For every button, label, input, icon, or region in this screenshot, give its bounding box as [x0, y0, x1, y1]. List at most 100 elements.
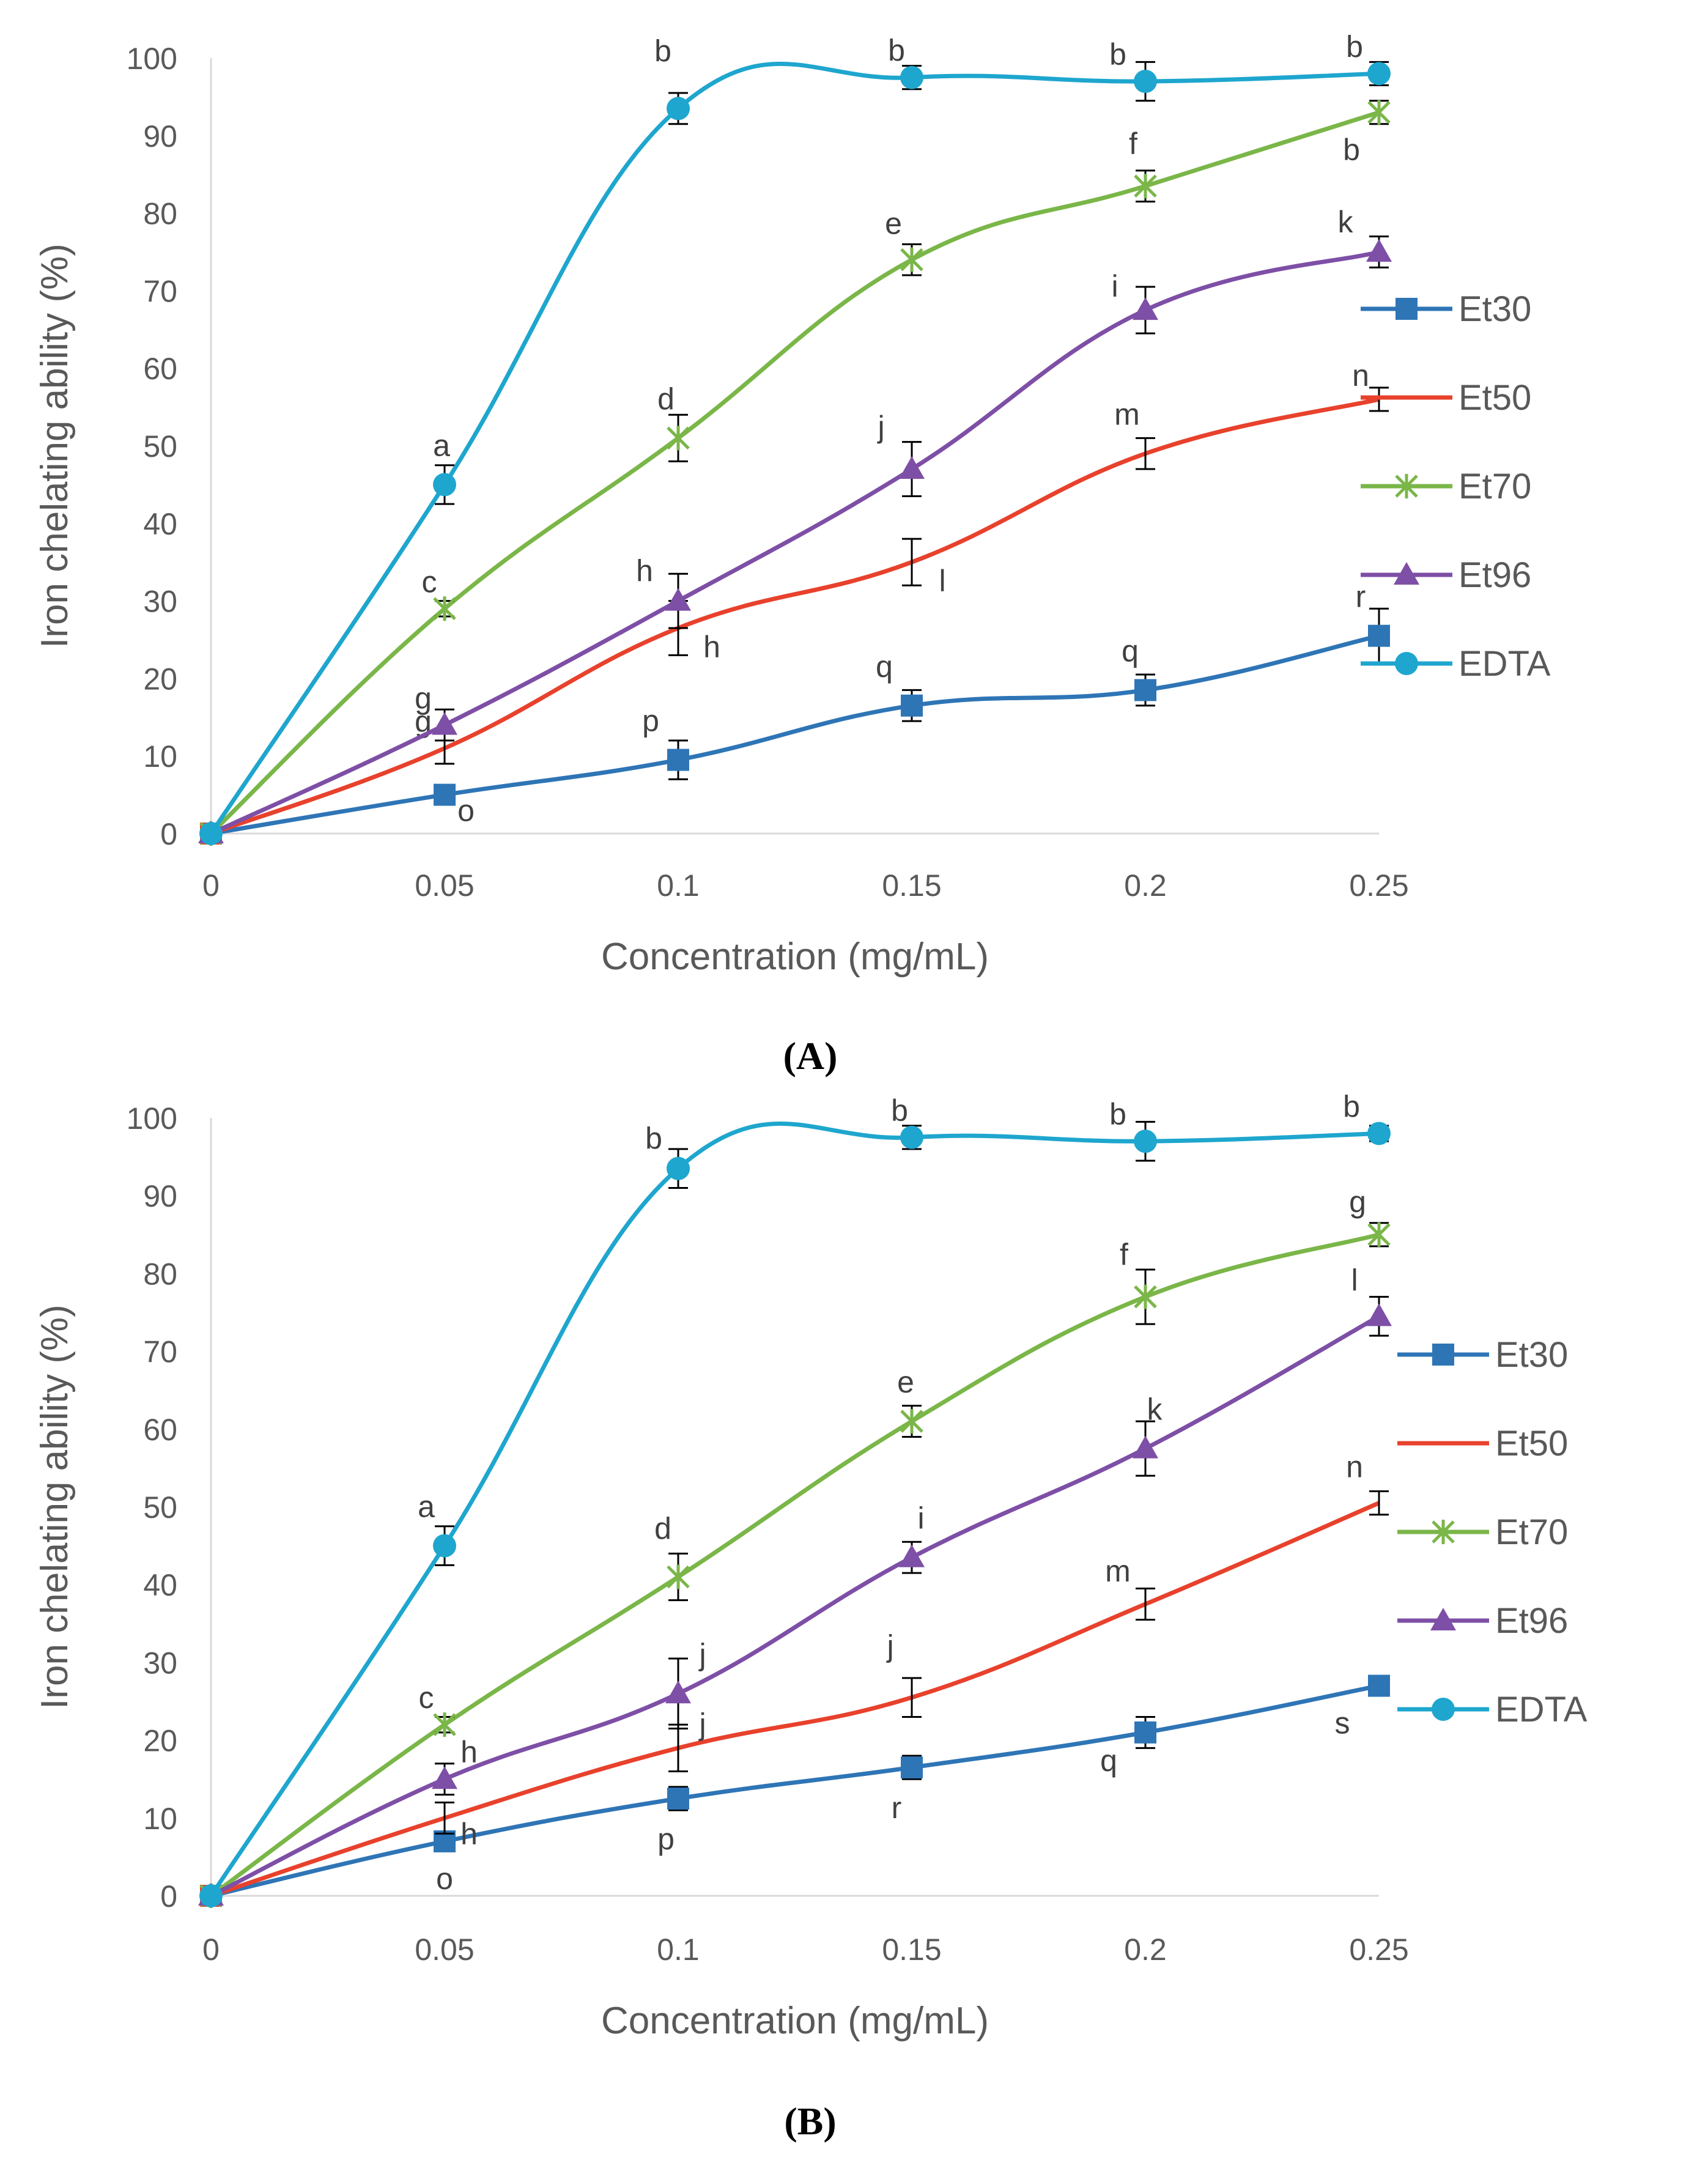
series-line-et50 — [210, 1501, 1380, 1898]
significance-letter: f — [1120, 1238, 1128, 1272]
significance-letter: b — [891, 1093, 908, 1128]
x-axis-title: Concentration (mg/mL) — [601, 936, 989, 978]
significance-letter: h — [703, 630, 720, 664]
significance-letter: s — [1335, 1706, 1350, 1740]
series-line-edta — [209, 1122, 1380, 1897]
significance-letter: l — [1351, 1263, 1358, 1297]
y-axis-title: Iron chelating ability (%) — [34, 243, 76, 648]
significance-letter: k — [1338, 205, 1354, 239]
significance-letter: h — [460, 1817, 478, 1851]
legend-label: Et70 — [1458, 467, 1531, 506]
data-point — [901, 694, 923, 717]
legend-marker — [1432, 1344, 1454, 1366]
data-point — [434, 783, 456, 806]
data-point — [1133, 297, 1158, 320]
significance-letter: p — [657, 1822, 675, 1856]
legend-marker — [1430, 1608, 1456, 1630]
error-bar — [1136, 1588, 1155, 1621]
series-et96: g h j i k — [198, 205, 1392, 843]
data-point — [1366, 1303, 1392, 1326]
y-tick-label: 20 — [143, 662, 177, 696]
y-tick-label: 20 — [143, 1724, 177, 1758]
significance-letter: d — [657, 382, 675, 416]
significance-letter: b — [1343, 1089, 1360, 1123]
x-tick-label: 0.25 — [1349, 1933, 1408, 1967]
legend-item-et70: Et70 — [1361, 467, 1531, 506]
y-tick-label: 40 — [143, 507, 177, 541]
data-point — [1367, 100, 1391, 125]
data-point — [667, 1156, 690, 1180]
x-tick-label: 0.2 — [1124, 1933, 1167, 1967]
series-line-et96 — [210, 1314, 1380, 1898]
x-tick-label: 0 — [202, 868, 220, 903]
data-point — [1134, 1721, 1156, 1744]
significance-letter: i — [1111, 269, 1118, 303]
legend-marker — [1395, 474, 1418, 498]
data-point — [433, 1712, 456, 1737]
chart-panel-b: 0 10 20 30 40 50 60 70 80 90 100 0 0.05 0.1 0.15 0.2 0.2… — [34, 1089, 1588, 2143]
data-point — [1367, 1122, 1391, 1145]
error-bar — [902, 1677, 922, 1718]
data-point — [433, 473, 456, 497]
significance-letter: a — [433, 428, 450, 462]
significance-letter: k — [1147, 1393, 1163, 1427]
legend-label: Et96 — [1495, 1601, 1568, 1641]
series-et50: g h l m n — [200, 358, 1389, 845]
significance-letter: q — [1122, 634, 1139, 668]
significance-letter: m — [1105, 1554, 1131, 1588]
y-tick-label: 50 — [143, 429, 177, 464]
significance-letter: n — [1352, 358, 1369, 393]
y-tick-label: 90 — [143, 119, 177, 153]
y-tick-label: 30 — [143, 1646, 177, 1680]
data-point — [901, 1756, 923, 1779]
significance-letter: o — [436, 1862, 453, 1896]
significance-letter: r — [892, 1791, 902, 1825]
series-line-et30 — [210, 634, 1380, 836]
significance-letter: i — [917, 1501, 924, 1536]
series-edta: a b b b b — [199, 29, 1391, 845]
data-point — [432, 712, 457, 735]
significance-letter: a — [418, 1490, 435, 1524]
significance-letter: o — [457, 794, 475, 828]
legend-item-et30: Et30 — [1397, 1335, 1568, 1375]
data-point — [1134, 1130, 1157, 1153]
significance-letter: f — [1129, 127, 1137, 161]
legend-marker — [1394, 562, 1419, 585]
x-tick-label: 0.05 — [415, 868, 474, 903]
significance-letter: c — [419, 1681, 434, 1715]
data-point — [665, 1681, 691, 1704]
legend-marker — [1396, 298, 1418, 320]
data-point — [899, 456, 925, 479]
data-point — [433, 1534, 456, 1558]
y-tick-label: 100 — [127, 1101, 177, 1136]
significance-letter: m — [1114, 398, 1140, 432]
legend-label: Et50 — [1495, 1424, 1568, 1463]
y-tick-label: 0 — [160, 1879, 177, 1914]
error-bar — [902, 538, 922, 586]
legend-label: Et30 — [1495, 1335, 1568, 1375]
data-point — [433, 596, 456, 621]
chart-panel-a: 0 10 20 30 40 50 60 70 80 90 100 0 0.05 0.1 0.15 0.2 0.2… — [34, 29, 1551, 1078]
legend-marker — [1395, 652, 1418, 675]
significance-letter: c — [422, 564, 437, 599]
data-point — [900, 1409, 923, 1434]
y-tick-label: 0 — [160, 817, 177, 851]
data-point — [1368, 1674, 1390, 1697]
data-point — [1368, 624, 1390, 647]
data-point — [1367, 1222, 1391, 1247]
y-tick-label: 40 — [143, 1568, 177, 1602]
y-tick-label: 10 — [143, 739, 177, 774]
x-tick-label: 0.1 — [657, 868, 700, 903]
series-line-et30 — [210, 1684, 1380, 1898]
data-point — [432, 1766, 457, 1789]
legend-label: Et50 — [1458, 378, 1531, 418]
significance-letter: b — [645, 1122, 662, 1156]
significance-letter: j — [885, 1629, 893, 1663]
series-line-et96 — [210, 250, 1380, 836]
legend-item-et30: Et30 — [1361, 289, 1531, 329]
series-et96: h j i k l — [198, 1263, 1392, 1906]
data-point — [1366, 239, 1392, 262]
error-bar — [435, 1801, 454, 1835]
legend-item-et96: Et96 — [1397, 1601, 1568, 1641]
